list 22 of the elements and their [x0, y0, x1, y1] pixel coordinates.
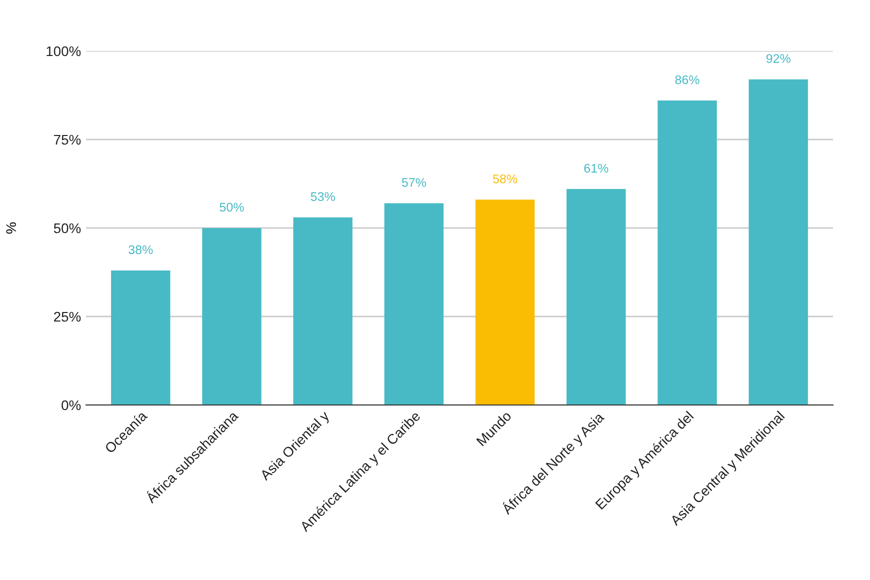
data-label: 50% [220, 202, 244, 212]
bar [475, 200, 535, 405]
bar [293, 217, 352, 405]
data-label: 53% [310, 192, 335, 202]
bar [111, 270, 170, 405]
bar [566, 189, 626, 405]
data-label: 61% [584, 164, 608, 173]
data-label: 57% [402, 178, 426, 187]
y-tick-label: 75% [54, 134, 81, 145]
bar [384, 203, 444, 405]
bar [658, 100, 717, 405]
bar [748, 79, 808, 405]
y-tick-label: 50% [54, 223, 81, 234]
bar [202, 228, 262, 405]
data-label: 86% [675, 75, 700, 84]
data-label: 58% [493, 174, 518, 184]
y-tick-label: 25% [54, 312, 81, 322]
data-label: 92% [766, 54, 790, 63]
y-tick-label: 0% [62, 400, 81, 410]
y-axis-title: % [6, 222, 16, 234]
y-tick-label: 100% [46, 46, 81, 56]
data-label: 38% [128, 245, 153, 254]
